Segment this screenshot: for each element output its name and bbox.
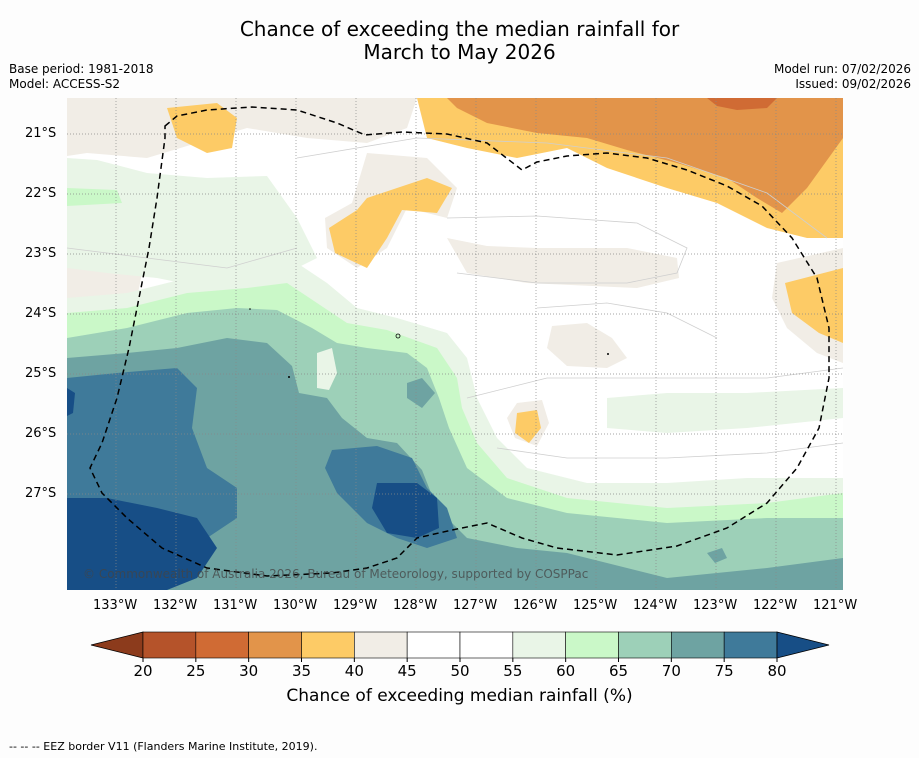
colorbar-tick-label: 20 [133,662,152,680]
lon-label: 124°W [633,598,678,613]
band-25-30-northeast [707,98,777,110]
lon-label: 121°W [813,598,858,613]
colorbar-cell [671,631,725,659]
colorbar-cell [301,631,355,659]
colorbar-cell [459,631,514,659]
contour-lines [67,137,843,459]
lon-label: 132°W [153,598,198,613]
rainfall-map[interactable]: © Commonwealth of Australia 2026, Bureau… [67,98,843,590]
copyright-text: © Commonwealth of Australia 2026, Bureau… [83,567,588,581]
colorbar-tick-label: 25 [186,662,205,680]
meta-left: Base period: 1981-2018 Model: ACCESS-S2 [9,62,154,92]
band-70-75-south [67,338,843,590]
lat-label: 21°S [25,126,57,141]
lat-label: 26°S [25,426,57,441]
map-fill-layer: © Commonwealth of Australia 2026, Bureau… [67,98,843,590]
colorbar-tick-label: 40 [345,662,364,680]
band-35-40-far-east [785,268,843,343]
lon-label: 126°W [513,598,558,613]
colorbar-cell [354,631,408,659]
band-70-75-pocket [407,378,435,408]
band-60-65-west [67,188,122,206]
band-40-45-east [447,238,679,288]
title-line-1: Chance of exceeding the median rainfall … [239,17,680,41]
lon-label: 128°W [393,598,438,613]
lat-label: 23°S [25,246,57,261]
lon-label: 129°W [333,598,378,613]
colorbar-tick-label: 65 [609,662,628,680]
colorbar-tick-label: 45 [398,662,417,680]
colorbar: 20 25 30 35 40 45 50 55 60 65 70 75 80 [90,631,830,680]
colorbar-tick-label: 70 [662,662,681,680]
band-40-45-north [67,98,417,158]
island-marker [288,376,290,378]
colorbar-tick-label: 30 [239,662,258,680]
island-marker [249,308,251,310]
band-55-60-pocket [317,348,337,390]
lon-label: 131°W [213,598,258,613]
colorbar-cell [512,631,566,659]
band-35-40-pocket [515,410,541,443]
colorbar-tick-label: 80 [767,662,786,680]
graticule [67,98,843,590]
lon-label: 122°W [753,598,798,613]
colorbar-cell [406,631,461,659]
issued-date: Issued: 09/02/2026 [795,77,911,91]
band-80-plus-west [67,498,217,590]
colorbar-tick-label: 75 [715,662,734,680]
band-35-40-north [167,103,237,153]
title-line-2: March to May 2026 [363,40,556,64]
colorbar-cell [618,631,672,659]
band-35-40-central [329,178,452,268]
colorbar-title: Chance of exceeding median rainfall (%) [286,686,633,706]
lon-label: 125°W [573,598,618,613]
model-run: Model run: 07/02/2026 [773,62,911,76]
colorbar-ticks: 20 25 30 35 40 45 50 55 60 65 70 75 80 [133,658,787,680]
colorbar-tick-label: 60 [556,662,575,680]
island-marker [395,333,401,339]
lon-label: 123°W [693,598,738,613]
colorbar-cell [142,631,197,659]
lat-label: 27°S [25,486,57,501]
lat-label: 22°S [25,186,57,201]
island-marker [607,353,609,355]
colorbar-tick-label: 55 [503,662,522,680]
map-title: Chance of exceeding the median rainfall … [0,18,919,64]
colorbar-tick-label: 50 [450,662,469,680]
colorbar-low-arrow [90,631,144,659]
meta-right: Model run: 07/02/2026 Issued: 09/02/2026 [774,62,911,92]
lon-label: 127°W [453,598,498,613]
colorbar-high-arrow [776,631,830,659]
model-name: Model: ACCESS-S2 [9,77,121,91]
colorbar-cell [565,631,619,659]
band-70-75-small [707,548,727,563]
eez-footnote: -- -- -- EEZ border V11 (Flanders Marine… [9,740,318,753]
colorbar-cell [195,631,249,659]
band-80-plus-central [372,483,439,538]
colorbar-tick-label: 35 [292,662,311,680]
lon-label: 133°W [93,598,138,613]
base-period: Base period: 1981-2018 [9,62,154,76]
band-30-35-northeast [447,98,843,213]
colorbar-cells [142,631,778,659]
band-55-60-east [607,388,843,433]
colorbar-cell [723,631,778,659]
lon-label: 130°W [273,598,318,613]
colorbar-cell [248,631,302,659]
band-80-plus-edge [67,388,75,416]
lat-label: 25°S [25,366,57,381]
lat-label: 24°S [25,306,57,321]
band-40-45-south [547,323,627,368]
